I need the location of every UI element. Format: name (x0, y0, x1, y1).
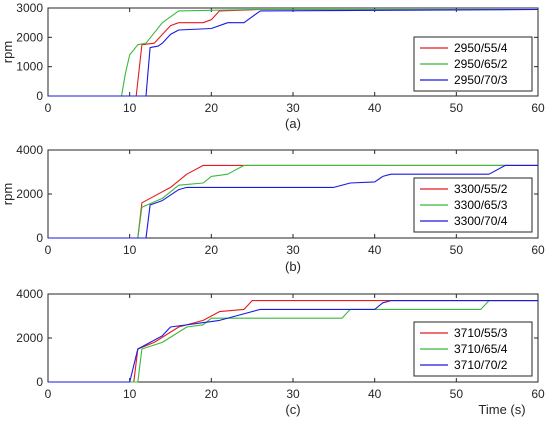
chart-panel-1: 0 10 20 30 40 50 60 0 1000 2000 3000 rpm (a) 2950/55/… (0, 1, 545, 131)
x-tick-label: 20 (205, 101, 219, 115)
y-tick-label: 2000 (16, 331, 43, 345)
y-tick-label: 4000 (16, 287, 43, 301)
x-tick-label: 50 (450, 243, 464, 257)
x-tick-label: 60 (531, 243, 545, 257)
series-line-3300-65-3 (48, 164, 538, 239)
legend: 3300/55/2 3300/65/3 3300/70/4 (413, 177, 533, 233)
legend-label: 3300/65/3 (454, 198, 508, 212)
chart-panel-3: 0 10 20 30 40 50 60 0 2000 4000 Time (s) (c) 3710/55… (16, 287, 545, 417)
x-tick-label: 20 (205, 243, 219, 257)
x-axis-label: Time (s) (478, 402, 525, 417)
legend-label: 2950/55/4 (454, 41, 508, 55)
series-line-2950-70-3 (48, 8, 539, 97)
x-tick-label: 10 (123, 243, 137, 257)
series-line-2950-65-2 (48, 8, 538, 97)
legend-label: 3710/65/4 (454, 342, 508, 356)
legend-label: 3300/55/2 (454, 182, 508, 196)
y-tick-label: 0 (36, 231, 43, 245)
panel-label: (b) (285, 259, 301, 274)
x-tick-label: 40 (368, 243, 382, 257)
legend: 3710/55/3 3710/65/4 3710/70/2 (413, 321, 533, 377)
x-tick-label: 20 (205, 387, 219, 401)
y-tick-label: 4000 (16, 143, 43, 157)
y-tick-label: 0 (36, 375, 43, 389)
y-tick-label: 2000 (16, 187, 43, 201)
legend-label: 3300/70/4 (454, 214, 508, 228)
legend-label: 2950/70/3 (454, 73, 508, 87)
x-tick-label: 0 (45, 101, 52, 115)
x-tick-label: 0 (45, 387, 52, 401)
chart-panel-2: 0 10 20 30 40 50 60020004000rpm(b)3300/55/2330… (0, 143, 545, 274)
legend: 2950/55/4 2950/65/2 2950/70/3 (413, 36, 533, 92)
series-line-3710-70-2 (48, 300, 538, 383)
series-line-3300-70-4 (48, 164, 538, 239)
x-tick-label: 60 (531, 387, 545, 401)
x-tick-label: 40 (368, 101, 382, 115)
series-line-2950-55-4 (48, 8, 538, 97)
y-tick-label: 1000 (16, 60, 43, 74)
x-tick-label: 0 (45, 243, 52, 257)
legend-label: 2950/65/2 (454, 57, 508, 71)
x-tick-label: 50 (450, 101, 464, 115)
x-tick-label: 30 (286, 387, 300, 401)
y-axis-label: rpm (0, 183, 15, 205)
x-tick-label: 10 (123, 101, 137, 115)
y-tick-label: 2000 (16, 30, 43, 44)
y-tick-label: 3000 (16, 1, 43, 15)
x-tick-label: 10 (123, 387, 137, 401)
panel-label: (a) (285, 116, 301, 131)
x-tick-label: 50 (450, 387, 464, 401)
y-axis-label: rpm (0, 41, 15, 63)
y-tick-label: 0 (36, 89, 43, 103)
x-tick-label: 60 (531, 101, 545, 115)
x-tick-label: 30 (286, 243, 300, 257)
x-tick-label: 40 (368, 387, 382, 401)
x-tick-label: 30 (286, 101, 300, 115)
panel-label: (c) (285, 402, 300, 417)
legend-label: 3710/70/2 (454, 358, 508, 372)
legend-label: 3710/55/3 (454, 326, 508, 340)
